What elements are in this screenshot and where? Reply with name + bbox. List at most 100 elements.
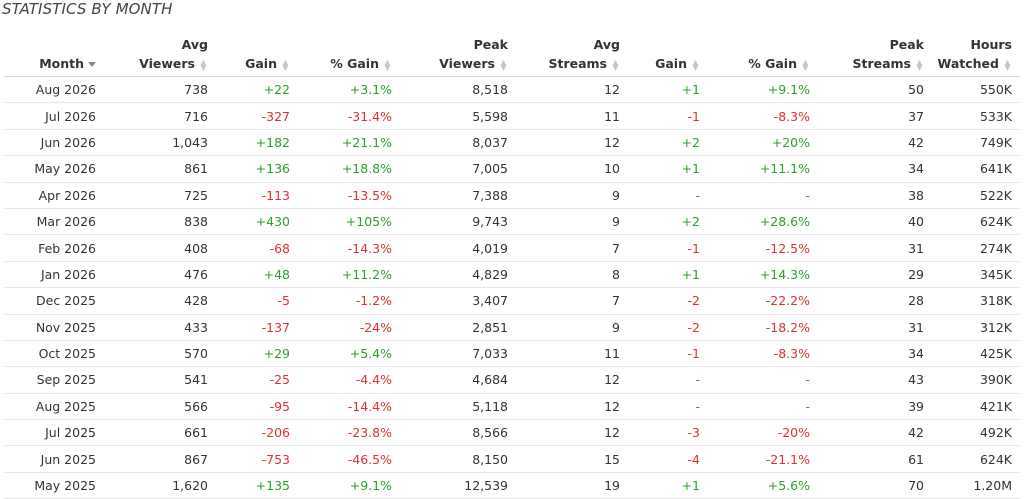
header-label: % Gain xyxy=(330,56,379,71)
table-row: Dec 2025 428 -5 -1.2% 3,407 7 -2 -22.2% 28 318K xyxy=(4,287,1020,315)
streams-pct-gain-cell: -8.3% xyxy=(708,102,818,130)
peak-streams-cell: 42 xyxy=(818,419,932,447)
peak-viewers-cell: 5,598 xyxy=(400,102,516,130)
viewers-pct-gain-cell: -31.4% xyxy=(298,102,400,130)
column-header-streams-pct-gain[interactable]: % Gain ▲ ▼ xyxy=(708,33,818,77)
avg-viewers-cell: 476 xyxy=(104,261,216,289)
peak-streams-cell: 34 xyxy=(818,155,932,183)
avg-viewers-cell: 566 xyxy=(104,393,216,421)
column-header-hours-watched[interactable]: Hours Watched ▲ ▼ xyxy=(932,33,1020,77)
viewers-gain-cell: -753 xyxy=(216,445,298,473)
viewers-gain-cell: -137 xyxy=(216,314,298,341)
peak-viewers-cell: 4,019 xyxy=(400,234,516,262)
month-cell: Jun 2026 xyxy=(4,129,104,157)
table-row: Jun 2026 1,043 +182 +21.1% 8,037 12 +2 +20% 42 74… xyxy=(4,129,1020,157)
avg-streams-cell: 7 xyxy=(516,234,628,262)
peak-viewers-cell: 7,005 xyxy=(400,155,516,183)
avg-viewers-cell: 428 xyxy=(104,287,216,315)
month-cell: May 2026 xyxy=(4,155,104,183)
avg-streams-cell: 12 xyxy=(516,76,628,104)
peak-streams-cell: 50 xyxy=(818,76,932,104)
avg-viewers-cell: 541 xyxy=(104,366,216,394)
streams-pct-gain-cell: -18.2% xyxy=(708,314,818,341)
peak-streams-cell: 38 xyxy=(818,182,932,209)
column-header-avg-viewers[interactable]: Avg Viewers ▲ ▼ xyxy=(104,33,216,77)
streams-gain-cell: +1 xyxy=(628,155,708,183)
streams-gain-cell: -2 xyxy=(628,314,708,341)
peak-streams-cell: 61 xyxy=(818,445,932,473)
peak-streams-cell: 70 xyxy=(818,472,932,499)
hours-watched-cell: 318K xyxy=(932,287,1020,315)
column-header-viewers-pct-gain[interactable]: % Gain ▲ ▼ xyxy=(298,33,400,77)
avg-streams-cell: 15 xyxy=(516,445,628,473)
avg-viewers-cell: 867 xyxy=(104,445,216,473)
table-row: Aug 2026 738 +22 +3.1% 8,518 12 +1 +9.1% 50 550K xyxy=(4,76,1020,104)
streams-gain-cell: -3 xyxy=(628,419,708,447)
streams-pct-gain-cell: -22.2% xyxy=(708,287,818,315)
peak-viewers-cell: 7,388 xyxy=(400,182,516,209)
section-title: STATISTICS BY MONTH xyxy=(2,0,173,18)
avg-streams-cell: 8 xyxy=(516,261,628,289)
header-label: % Gain xyxy=(748,56,797,71)
table-row: Jul 2025 661 -206 -23.8% 8,566 12 -3 -20% 42 492K xyxy=(4,419,1020,447)
peak-viewers-cell: 8,566 xyxy=(400,419,516,447)
header-label-top: Peak xyxy=(889,37,924,52)
avg-viewers-cell: 838 xyxy=(104,208,216,236)
table-row: Aug 2025 566 -95 -14.4% 5,118 12- -39 421K xyxy=(4,393,1020,421)
avg-streams-cell: 12 xyxy=(516,393,628,421)
viewers-pct-gain-cell: -23.8% xyxy=(298,419,400,447)
peak-viewers-cell: 5,118 xyxy=(400,393,516,421)
header-label: Streams xyxy=(548,56,607,71)
avg-viewers-cell: 661 xyxy=(104,419,216,447)
sort-icon: ▲ ▼ xyxy=(500,57,507,72)
header-label: Gain xyxy=(655,56,687,71)
month-cell: Dec 2025 xyxy=(4,287,104,315)
viewers-gain-cell: -68 xyxy=(216,234,298,262)
peak-streams-cell: 34 xyxy=(818,340,932,368)
table-row: Nov 2025 433 -137 -24% 2,851 9 -2 -18.2% 31 312K xyxy=(4,314,1020,341)
month-cell: Feb 2026 xyxy=(4,234,104,262)
peak-streams-cell: 31 xyxy=(818,314,932,341)
column-header-peak-viewers[interactable]: Peak Viewers ▲ ▼ xyxy=(400,33,516,77)
column-header-peak-streams[interactable]: Peak Streams ▲ ▼ xyxy=(818,33,932,77)
avg-streams-cell: 19 xyxy=(516,472,628,499)
header-row: Month Avg Viewers ▲ ▼ Gain ▲ ▼ % Gain ▲ ▼ Peak… xyxy=(4,33,1020,77)
header-label: Gain xyxy=(245,56,277,71)
month-cell: May 2025 xyxy=(4,472,104,499)
streams-pct-gain-cell: +5.6% xyxy=(708,472,818,499)
viewers-gain-cell: -25 xyxy=(216,366,298,394)
month-cell: Nov 2025 xyxy=(4,314,104,341)
month-cell: Jul 2025 xyxy=(4,419,104,447)
monthly-stats-table: Month Avg Viewers ▲ ▼ Gain ▲ ▼ % Gain ▲ ▼ Peak… xyxy=(4,33,1020,499)
peak-streams-cell: 43 xyxy=(818,366,932,394)
viewers-gain-cell: +430 xyxy=(216,208,298,236)
column-header-month[interactable]: Month xyxy=(4,33,104,77)
avg-streams-cell: 9 xyxy=(516,182,628,209)
avg-streams-cell: 7 xyxy=(516,287,628,315)
column-header-avg-streams[interactable]: Avg Streams ▲ ▼ xyxy=(516,33,628,77)
avg-viewers-cell: 570 xyxy=(104,340,216,368)
streams-pct-gain-cell: - xyxy=(708,182,818,209)
streams-gain-cell: - xyxy=(628,182,708,209)
viewers-pct-gain-cell: +21.1% xyxy=(298,129,400,157)
avg-streams-cell: 9 xyxy=(516,208,628,236)
hours-watched-cell: 345K xyxy=(932,261,1020,289)
column-header-streams-gain[interactable]: Gain ▲ ▼ xyxy=(628,33,708,77)
month-cell: Jun 2025 xyxy=(4,445,104,473)
peak-streams-cell: 42 xyxy=(818,129,932,157)
column-header-viewers-gain[interactable]: Gain ▲ ▼ xyxy=(216,33,298,77)
peak-viewers-cell: 9,743 xyxy=(400,208,516,236)
table-row: Feb 2026 408 -68 -14.3% 4,019 7 -1 -12.5% 31 274K xyxy=(4,234,1020,262)
peak-viewers-cell: 3,407 xyxy=(400,287,516,315)
streams-pct-gain-cell: - xyxy=(708,393,818,421)
table-row: Jan 2026 476 +48 +11.2% 4,829 8 +1 +14.3% 29 345K xyxy=(4,261,1020,289)
viewers-gain-cell: +135 xyxy=(216,472,298,499)
avg-streams-cell: 12 xyxy=(516,419,628,447)
streams-pct-gain-cell: -12.5% xyxy=(708,234,818,262)
peak-viewers-cell: 12,539 xyxy=(400,472,516,499)
streams-pct-gain-cell: +9.1% xyxy=(708,76,818,104)
month-cell: Sep 2025 xyxy=(4,366,104,394)
sort-icon: ▲ ▼ xyxy=(1004,57,1011,72)
month-cell: Apr 2026 xyxy=(4,182,104,209)
table-row: Sep 2025 541 -25 -4.4% 4,684 12- -43 390K xyxy=(4,366,1020,394)
